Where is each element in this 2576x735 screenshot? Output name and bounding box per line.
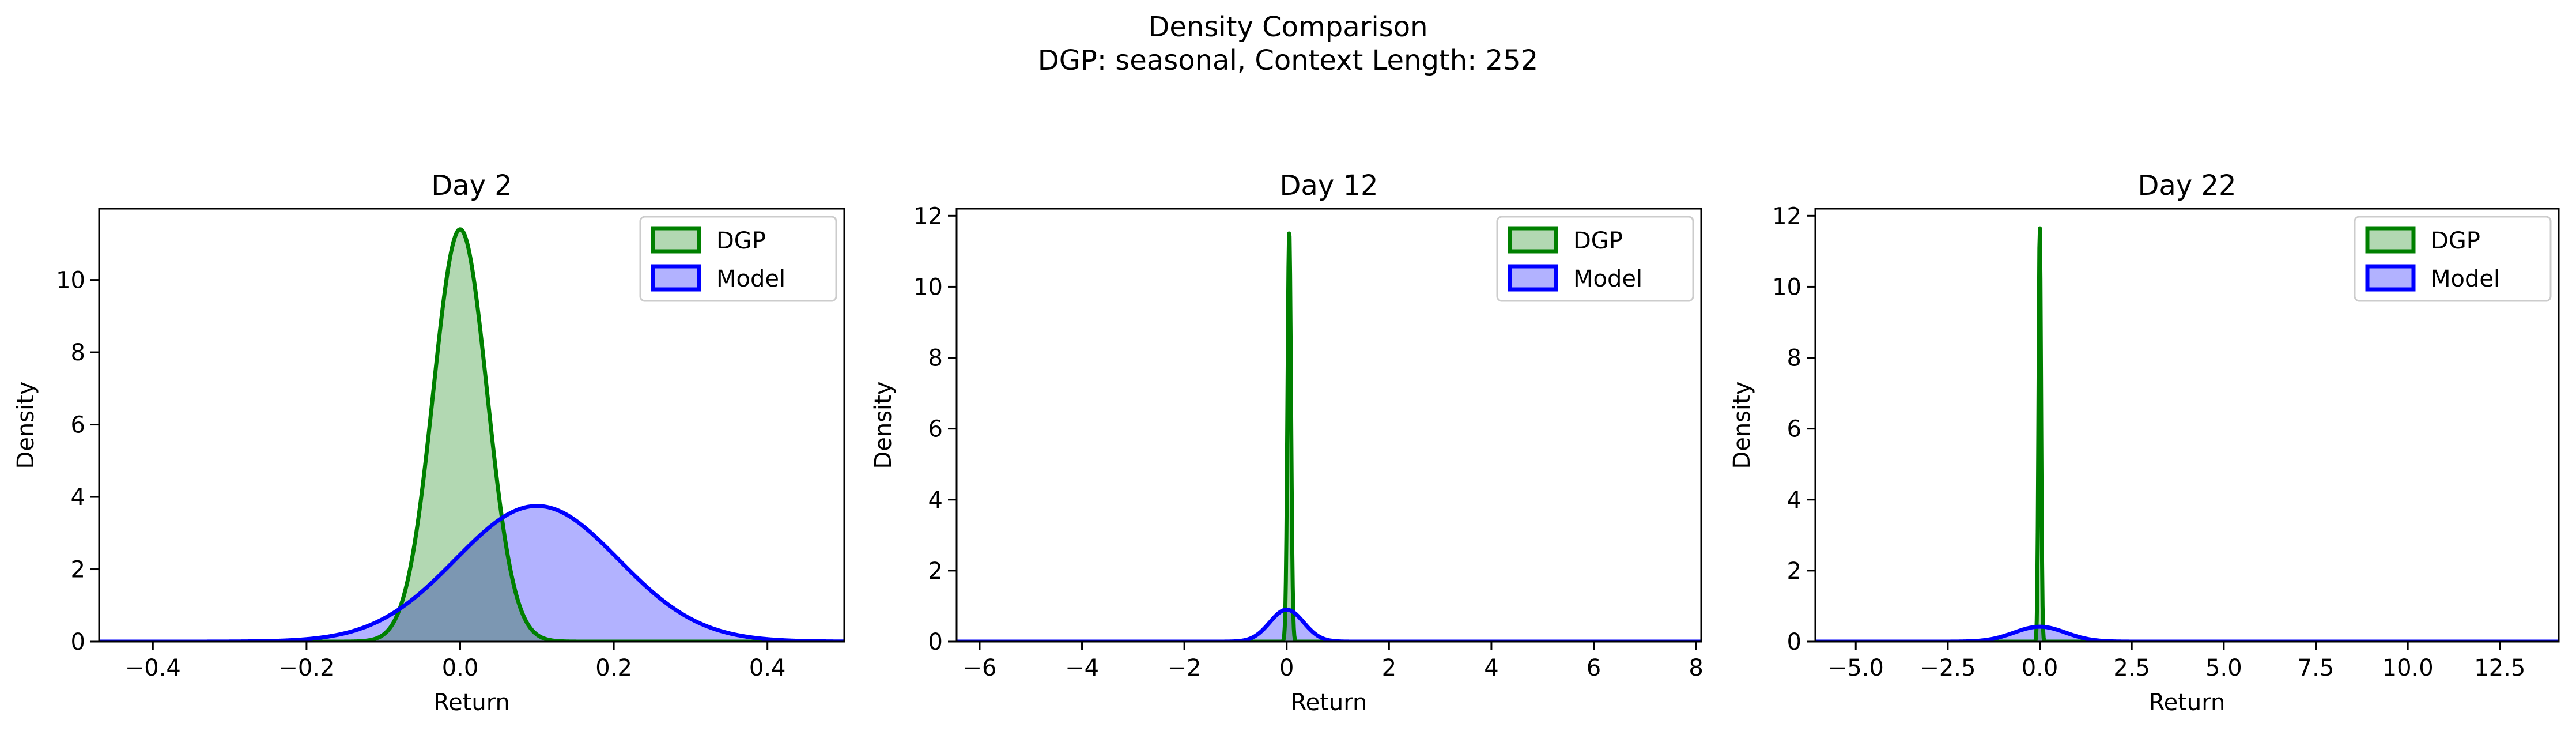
legend-label-dgp: DGP	[716, 228, 766, 254]
x-tick-label: −0.4	[125, 655, 181, 681]
legend-label-dgp: DGP	[2431, 228, 2480, 254]
panel-day-22: −5.0 −2.5 0.0 2.5 5.0 7.5 10.0 12.5 0 2 4 6 8 10 12 Day…	[1729, 169, 2560, 716]
y-tick-label: 10	[56, 267, 85, 294]
panel-day-12: −6 −4 −2 0 2 4 6 8 0 2 4 6 8 10 12 Day 12 Return Density D…	[870, 169, 1704, 716]
legend-swatch-dgp	[1508, 226, 1558, 254]
x-tick-label: 12.5	[2474, 655, 2525, 681]
x-axis-label: Return	[1291, 689, 1368, 716]
x-tick-label: −6	[962, 655, 996, 681]
x-axis-label: Return	[2149, 689, 2226, 716]
axes-frame	[1814, 208, 2560, 643]
figure-suptitle-line2: DGP: seasonal, Context Length: 252	[1038, 44, 1538, 77]
y-axis-label: Density	[1729, 381, 1755, 469]
y-axis-label: Density	[13, 381, 39, 469]
plot-area	[957, 231, 1701, 642]
density-line-model	[957, 608, 1701, 642]
x-tick-label: 0.2	[595, 655, 632, 681]
legend-label-model: Model	[1573, 266, 1642, 292]
y-tick-label: 6	[71, 412, 85, 439]
y-tick-label: 12	[1772, 203, 1801, 229]
x-tick-label: −0.2	[278, 655, 334, 681]
x-tick-label: 2	[1382, 655, 1396, 681]
x-tick-label: 0	[1279, 655, 1294, 681]
x-axis-label: Return	[433, 689, 510, 716]
legend-label-dgp: DGP	[1573, 228, 1623, 254]
panel-title: Day 12	[1279, 169, 1378, 202]
legend-swatch-dgp	[651, 226, 701, 254]
x-tick-label: −4	[1065, 655, 1099, 681]
panel-title: Day 2	[431, 169, 512, 202]
x-tick-label: −2.5	[1920, 655, 1976, 681]
x-tick-label: 4	[1484, 655, 1498, 681]
legend-swatch-model	[1508, 264, 1558, 292]
legend-label-model: Model	[2431, 266, 2500, 292]
y-tick-label: 8	[71, 340, 85, 366]
y-tick-label: 2	[928, 558, 943, 585]
y-tick-label: 10	[913, 274, 943, 300]
density-line-dgp	[99, 227, 844, 642]
panel-day-2: −0.4 −0.2 0.0 0.2 0.4 0 2 4 6 8 10 Day 2 Return Densi…	[13, 169, 845, 716]
y-tick-label: 8	[1787, 345, 1801, 372]
y-tick-label: 6	[928, 416, 943, 443]
legend-label-model: Model	[716, 266, 785, 292]
x-tick-label: −2	[1168, 655, 1202, 681]
density-fill-dgp	[99, 229, 844, 642]
density-fill-model	[99, 506, 844, 642]
x-tick-label: 2.5	[2113, 655, 2150, 681]
y-tick-label: 4	[71, 484, 85, 511]
x-tick-label: 10.0	[2382, 655, 2434, 681]
y-tick-label: 2	[71, 557, 85, 583]
legend-swatch-model	[2365, 264, 2416, 292]
y-tick-label: 6	[1787, 416, 1801, 443]
legend-swatch-dgp	[2365, 226, 2416, 254]
y-tick-label: 4	[928, 487, 943, 514]
x-tick-label: 6	[1587, 655, 1601, 681]
axes-frame	[955, 208, 1702, 643]
x-tick-label: 0.0	[442, 655, 479, 681]
y-tick-label: 12	[913, 203, 943, 229]
x-tick-label: 0.0	[2022, 655, 2058, 681]
y-tick-label: 0	[71, 629, 85, 655]
y-axis-label: Density	[870, 381, 897, 469]
y-tick-label: 0	[1787, 629, 1801, 655]
x-tick-label: −5.0	[1828, 655, 1884, 681]
y-tick-label: 4	[1787, 487, 1801, 514]
y-tick-label: 0	[928, 629, 943, 655]
x-tick-label: 5.0	[2205, 655, 2242, 681]
x-tick-label: 7.5	[2298, 655, 2335, 681]
panel-title: Day 22	[2137, 169, 2236, 202]
figure-suptitle-line1: Density Comparison	[1148, 11, 1427, 43]
y-tick-label: 8	[928, 345, 943, 372]
y-tick-label: 2	[1787, 558, 1801, 585]
x-tick-label: 0.4	[749, 655, 786, 681]
y-tick-label: 10	[1772, 274, 1801, 300]
x-tick-label: 8	[1689, 655, 1703, 681]
legend-swatch-model	[651, 264, 701, 292]
